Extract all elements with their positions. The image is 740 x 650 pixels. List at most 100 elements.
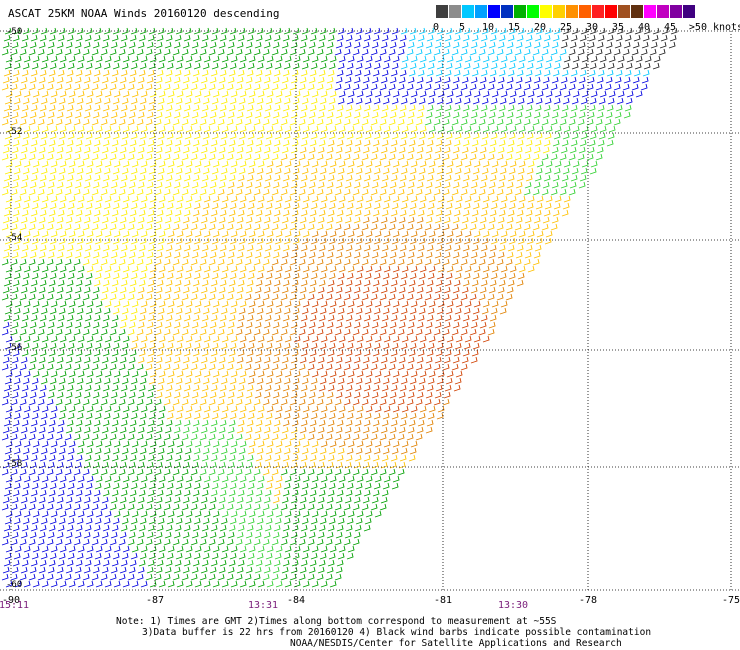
wind-barb — [23, 300, 31, 308]
wind-barb — [184, 552, 192, 560]
legend-swatch — [605, 5, 617, 18]
wind-barb — [506, 76, 514, 84]
wind-barb — [77, 405, 85, 413]
wind-barb — [174, 69, 182, 77]
wind-barb — [462, 69, 470, 77]
wind-barb — [325, 328, 333, 336]
wind-barb — [235, 223, 243, 231]
wind-barb — [589, 97, 597, 105]
wind-barb — [444, 244, 452, 252]
wind-barb — [554, 55, 562, 63]
wind-barb — [185, 475, 193, 483]
wind-barb — [191, 321, 199, 329]
wind-barb — [523, 83, 531, 91]
wind-barb — [338, 475, 346, 483]
wind-barb — [158, 160, 166, 168]
wind-barb — [77, 370, 85, 378]
wind-barb — [85, 342, 93, 350]
wind-barb — [201, 174, 209, 182]
wind-barb — [185, 125, 193, 133]
wind-barb — [245, 426, 253, 434]
wind-barb — [533, 251, 541, 259]
wind-barb — [464, 55, 472, 63]
wind-barb — [120, 559, 128, 567]
wind-barb — [23, 55, 31, 63]
wind-barb — [46, 503, 54, 511]
wind-barb — [21, 279, 29, 287]
wind-barb — [48, 314, 56, 322]
wind-barb — [445, 167, 453, 175]
wind-barb — [212, 160, 220, 168]
wind-barb — [479, 111, 487, 119]
wind-barb — [201, 524, 209, 532]
wind-barb — [113, 580, 121, 588]
wind-barb — [238, 307, 246, 315]
wind-barb — [175, 132, 183, 140]
wind-barb — [335, 461, 343, 469]
wind-barb — [173, 76, 181, 84]
wind-barb — [31, 272, 39, 280]
wind-barb — [409, 132, 417, 140]
wind-barb — [109, 538, 117, 546]
wind-barb — [568, 118, 576, 126]
wind-barb — [190, 328, 198, 336]
wind-barb — [47, 146, 55, 154]
wind-barb — [462, 314, 470, 322]
wind-barb — [121, 342, 129, 350]
wind-barb — [335, 356, 343, 364]
wind-barb — [397, 188, 405, 196]
wind-barb — [604, 118, 612, 126]
wind-barb — [138, 34, 146, 42]
wind-barb — [289, 223, 297, 231]
wind-barb — [248, 370, 256, 378]
wind-barb — [551, 41, 559, 49]
wind-barb — [219, 524, 227, 532]
wind-barb — [158, 580, 166, 588]
wind-barb — [67, 482, 75, 490]
wind-barb — [210, 209, 218, 217]
wind-barb — [55, 398, 63, 406]
wind-barb — [472, 62, 480, 70]
wind-barb — [406, 118, 414, 126]
wind-barb — [12, 174, 20, 182]
wind-barb — [102, 69, 110, 77]
wind-barb — [536, 125, 544, 133]
wind-barb — [158, 300, 166, 308]
wind-barb — [437, 90, 445, 98]
wind-barb — [64, 433, 72, 441]
wind-barb — [307, 258, 315, 266]
wind-barb — [433, 363, 441, 371]
wind-barb — [489, 69, 497, 77]
wind-barb — [210, 244, 218, 252]
wind-barb — [172, 363, 180, 371]
lon-label-84: -84 — [286, 595, 306, 606]
wind-barb — [380, 41, 388, 49]
wind-barb — [73, 503, 81, 511]
legend-swatch — [657, 5, 669, 18]
wind-barb — [514, 258, 522, 266]
wind-barb — [363, 104, 371, 112]
wind-barb — [185, 195, 193, 203]
wind-barb — [307, 468, 315, 476]
wind-barb — [140, 335, 148, 343]
wind-barb — [10, 153, 18, 161]
wind-barb — [435, 34, 443, 42]
wind-barb — [12, 139, 20, 147]
wind-barb — [182, 461, 190, 469]
wind-barb — [91, 538, 99, 546]
wind-barb — [290, 146, 298, 154]
wind-barb — [164, 181, 172, 189]
wind-barb — [588, 69, 596, 77]
wind-barb — [113, 55, 121, 63]
wind-barb — [338, 370, 346, 378]
wind-barb — [28, 118, 36, 126]
wind-barb — [374, 335, 382, 343]
wind-barb — [166, 342, 174, 350]
wind-barb — [282, 489, 290, 497]
wind-barb — [220, 517, 228, 525]
wind-barb — [408, 244, 416, 252]
wind-barb — [138, 314, 146, 322]
wind-barb — [131, 580, 139, 588]
wind-barb — [316, 363, 324, 371]
wind-barb — [12, 209, 20, 217]
